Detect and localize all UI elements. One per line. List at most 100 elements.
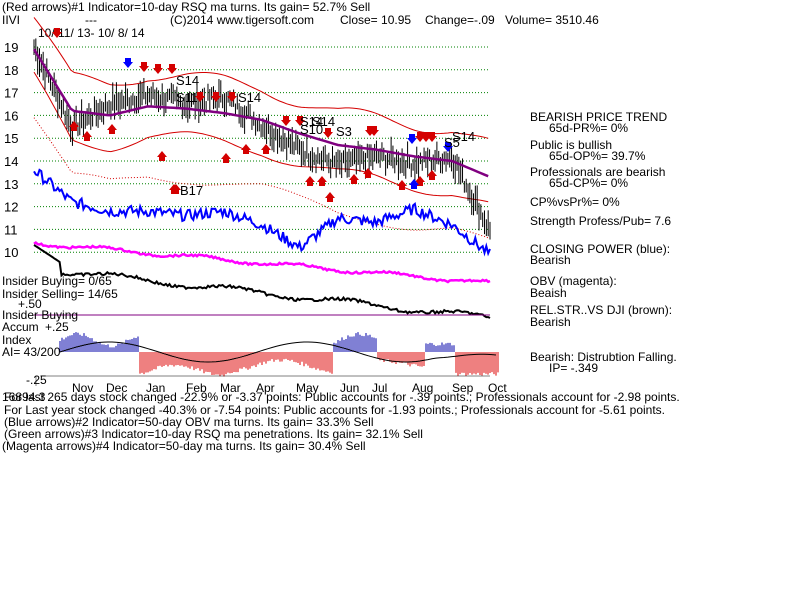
sell-arrow <box>369 126 379 136</box>
price-tick-label: 11 <box>4 222 18 237</box>
relstr-state: Bearish <box>530 315 571 329</box>
price-tick-label: 14 <box>4 154 18 169</box>
footer-line-3: (Blue arrows)#2 Indicator=50-day OBV ma … <box>4 415 374 429</box>
month-label: Sep <box>452 381 474 395</box>
signal-label: S14 <box>452 129 475 144</box>
price-tick-label: 18 <box>4 63 18 78</box>
footer-line-4: (Green arrows)#3 Indicator=10-day RSQ ma… <box>4 427 423 441</box>
closing-power-state: Bearish <box>530 253 571 267</box>
footer-line-2: For Last year stock changed -40.3% or -7… <box>4 403 666 417</box>
sell-arrow <box>52 28 62 38</box>
signal-label: S11 <box>176 90 198 105</box>
price-bands <box>33 17 489 239</box>
relative-strength-line <box>33 244 491 319</box>
obv-path <box>33 241 491 284</box>
month-label: Apr <box>256 381 275 395</box>
sell-arrow <box>139 62 149 72</box>
month-label: Feb <box>186 381 207 395</box>
copyright: (C)2014 www.tigersoft.com <box>170 13 315 27</box>
closing-power-path <box>33 168 491 257</box>
sell-arrow <box>421 132 431 142</box>
obv-label: OBV (magenta): <box>530 274 617 288</box>
buy-arrow <box>261 144 271 154</box>
distribution-label: Bearish: Distrubtion Falling. <box>530 350 677 364</box>
relstr-label: REL.STR..VS DJI (brown): <box>530 303 673 317</box>
sell-arrow <box>123 58 133 68</box>
buy-arrow <box>409 179 419 189</box>
footer-line-1: For last 265 days stock changed -22.9% o… <box>4 390 680 404</box>
buy-arrow <box>221 153 231 163</box>
footer-line-5: (Magenta arrows)#4 Indicator=50-day ma t… <box>2 439 366 453</box>
accumulation-index <box>35 332 499 386</box>
signal-label: S14 <box>312 114 335 129</box>
signal-label: S14 <box>300 114 323 129</box>
month-label: Jul <box>372 381 387 395</box>
buy-arrow <box>349 174 359 184</box>
buy-arrow <box>157 151 167 161</box>
symbol: IIVI <box>2 13 21 27</box>
ip-value: IP= -.349 <box>549 361 599 375</box>
sell-arrow <box>167 64 177 74</box>
month-label: Aug <box>412 381 433 395</box>
signal-label: B17 <box>180 183 203 198</box>
closing-power-line <box>33 168 491 257</box>
volume-value: Volume= 3510.46 <box>505 13 599 27</box>
header-indicator-line: (Red arrows)#1 Indicator=10-day RSQ ma t… <box>2 0 371 14</box>
month-label: Nov <box>72 381 93 395</box>
date-range: 10/ 11/ 13- 10/ 8/ 14 <box>38 26 145 40</box>
month-label: Oct <box>488 381 507 395</box>
plus-50: +.50 <box>18 297 42 311</box>
buy-arrow <box>169 184 179 194</box>
price-tick-label: 17 <box>4 86 18 101</box>
relstr-path <box>33 244 491 319</box>
change-value: Change=-.09 <box>425 13 495 27</box>
strength-value: Strength Profess/Pub= 7.6 <box>530 214 672 228</box>
signal-label: S14 <box>238 90 261 105</box>
buy-arrow <box>305 176 315 186</box>
trend-label: BEARISH PRICE TREND <box>530 110 668 124</box>
price-tick-label: 10 <box>4 245 18 260</box>
price-bars <box>33 38 491 240</box>
close-value: Close= 10.95 <box>340 13 412 27</box>
cp-vs-pr: CP%vsPr%= 0% <box>530 195 620 209</box>
pr-value: 65d-PR%= 0% <box>549 121 629 135</box>
public-label: Public is bullish <box>530 138 613 152</box>
price-tick-label: 16 <box>4 108 18 123</box>
op-value: 65d-OP%= 39.7% <box>549 149 646 163</box>
signal-label: S10 <box>300 122 323 137</box>
sell-arrow <box>427 132 437 142</box>
signal-label: S5 <box>444 135 460 150</box>
buy-arrow <box>325 192 335 202</box>
buy-arrow <box>69 121 79 131</box>
buy-arrow <box>427 170 437 180</box>
sell-arrow <box>295 116 305 126</box>
insider-selling: Insider Selling= 14/65 <box>2 287 118 301</box>
plus-25: +.25 <box>45 320 69 334</box>
lower-band <box>33 71 489 203</box>
sell-arrow <box>323 128 333 138</box>
obv-state: Beaish <box>530 286 567 300</box>
month-label: Jan <box>146 381 165 395</box>
price-tick-label: 12 <box>4 200 18 215</box>
header-dashes: --- <box>85 13 97 27</box>
buy-arrow <box>363 168 373 178</box>
month-label: Mar <box>220 381 241 395</box>
month-labels: Nov Dec Jan Feb Mar Apr May Jun Jul Aug Sep Oct <box>72 381 507 395</box>
ma-line <box>32 48 489 178</box>
buy-arrow <box>397 180 407 190</box>
insider-buying-2: Insider Buying <box>2 308 79 322</box>
sell-arrow <box>195 92 205 102</box>
month-label: May <box>296 381 319 395</box>
buy-arrow <box>317 176 327 186</box>
sell-arrow <box>153 64 163 74</box>
sell-arrow <box>227 92 237 102</box>
sell-arrow <box>415 132 425 142</box>
minus-25: -.25 <box>26 373 47 387</box>
accum-label: Accum <box>2 320 39 334</box>
upper-band <box>33 17 489 139</box>
signal-arrows <box>52 28 453 202</box>
sell-arrow <box>281 116 291 126</box>
sell-arrow <box>211 92 221 102</box>
